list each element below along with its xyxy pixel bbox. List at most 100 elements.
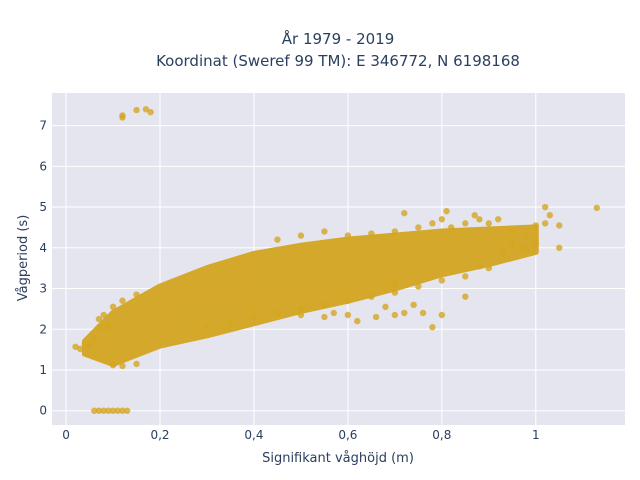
data-point [297, 311, 305, 319]
y-axis-title: Vågperiod (s) [16, 215, 31, 302]
data-point [485, 264, 492, 272]
data-point [532, 240, 539, 247]
data-point [419, 309, 427, 317]
data-point [344, 232, 352, 239]
y-tick-label: 4 [39, 241, 47, 255]
data-point [330, 309, 338, 317]
data-point [462, 273, 469, 280]
data-point [114, 407, 121, 414]
data-point [142, 106, 150, 113]
data-point [354, 317, 361, 325]
x-axis-title: Signifikant våghöjd (m) [262, 451, 414, 466]
data-point [448, 224, 455, 231]
data-point [471, 212, 478, 219]
data-point [274, 236, 281, 243]
data-point [123, 407, 131, 414]
data-point [203, 324, 211, 331]
data-point [523, 232, 530, 239]
data-point [462, 293, 469, 300]
data-point [133, 360, 140, 368]
data-point [133, 291, 140, 298]
data-point [593, 204, 601, 212]
chart-title-line-1: År 1979 - 2019 [282, 29, 395, 48]
y-axis-ticks: 0 1 2 3 4 5 6 7 [39, 119, 47, 418]
data-point [541, 203, 549, 211]
data-point [438, 277, 446, 284]
data-point [250, 313, 258, 321]
data-point [147, 108, 154, 116]
data-point [76, 345, 84, 353]
data-point [86, 341, 93, 348]
data-point [476, 216, 483, 223]
data-point [391, 228, 399, 235]
data-point [321, 301, 328, 309]
data-point [438, 311, 446, 319]
dense-point-cloud [81, 224, 539, 367]
data-point [297, 232, 305, 239]
y-tick-label: 5 [39, 200, 47, 214]
x-tick-label: 0 [62, 428, 70, 442]
y-tick-label: 2 [39, 322, 47, 336]
data-point [321, 228, 328, 235]
data-point [438, 216, 446, 223]
data-point [556, 222, 563, 229]
y-tick-label: 7 [39, 119, 47, 133]
data-point [100, 311, 107, 319]
data-point [344, 311, 352, 319]
y-tick-label: 0 [39, 404, 47, 418]
data-point [109, 407, 117, 414]
data-point [227, 319, 234, 327]
point-cloud-band [81, 224, 539, 367]
data-point [368, 230, 375, 237]
data-point [321, 313, 328, 321]
data-point [556, 244, 563, 251]
data-point [95, 324, 103, 331]
data-point [410, 301, 417, 309]
data-point [100, 407, 107, 414]
x-axis-ticks: 0 0,2 0,4 0,6 0,8 1 [62, 428, 539, 442]
data-point [401, 209, 408, 217]
data-point [95, 407, 103, 414]
y-tick-label: 1 [39, 363, 47, 377]
data-point [499, 248, 507, 256]
data-point [509, 240, 516, 247]
data-point [429, 220, 436, 227]
data-point [91, 336, 98, 343]
data-point [344, 297, 352, 304]
data-point [429, 324, 436, 331]
data-point [415, 283, 422, 290]
y-tick-label: 6 [39, 159, 47, 173]
x-tick-label: 0,2 [150, 428, 169, 442]
data-point [391, 281, 399, 288]
scatter-points [72, 106, 601, 414]
data-point [95, 315, 103, 323]
data-point [274, 309, 281, 317]
data-point [523, 246, 530, 254]
data-point [476, 262, 483, 270]
data-point [119, 297, 126, 304]
data-point [133, 106, 140, 114]
data-point [105, 324, 112, 331]
data-point [532, 222, 539, 229]
x-tick-label: 0,8 [432, 428, 451, 442]
data-point [494, 216, 502, 223]
data-point [541, 220, 549, 227]
data-point [105, 407, 112, 414]
data-point [443, 207, 450, 215]
data-point [119, 407, 126, 414]
data-point [91, 407, 98, 414]
data-point [391, 311, 399, 319]
data-point [415, 224, 422, 231]
data-point [368, 293, 375, 300]
data-point [382, 303, 389, 311]
data-point [546, 212, 554, 219]
y-tick-label: 3 [39, 282, 47, 296]
chart-title-line-2: Koordinat (Sweref 99 TM): E 346772, N 61… [156, 52, 520, 70]
data-point [372, 313, 380, 321]
data-point [485, 220, 492, 227]
x-tick-label: 1 [532, 428, 540, 442]
data-point [109, 303, 117, 311]
data-point [119, 362, 126, 370]
data-point [297, 305, 305, 313]
